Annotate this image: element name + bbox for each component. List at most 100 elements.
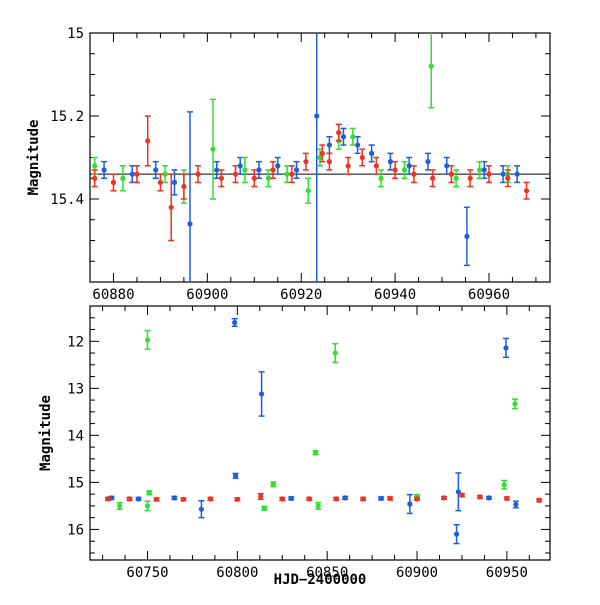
data-point — [392, 160, 399, 179]
data-marker — [326, 142, 332, 148]
data-marker — [387, 495, 393, 501]
series-0 — [108, 317, 519, 545]
data-marker — [251, 175, 257, 181]
data-point — [234, 496, 241, 502]
data-marker — [373, 163, 379, 169]
data-marker — [486, 495, 492, 501]
data-marker — [265, 175, 271, 181]
x-tick-label: 60750 — [126, 565, 168, 581]
data-marker — [345, 163, 351, 169]
data-point — [255, 160, 262, 179]
data-marker — [512, 401, 518, 407]
data-point — [209, 98, 216, 200]
axis-ticks — [89, 32, 550, 283]
data-marker — [181, 183, 187, 190]
data-point — [326, 152, 333, 171]
data-marker — [145, 138, 151, 144]
data-point — [359, 148, 366, 167]
x-tick-label: 60900 — [396, 565, 438, 581]
data-point — [428, 33, 435, 109]
data-marker — [289, 171, 295, 177]
data-marker — [369, 150, 375, 156]
data-point — [463, 206, 470, 267]
data-marker — [153, 167, 159, 173]
data-marker — [303, 159, 309, 165]
data-marker — [500, 171, 506, 177]
x-tick-label: 60940 — [374, 287, 416, 303]
data-point — [133, 165, 140, 184]
y-tick-label: 15 — [67, 475, 84, 491]
data-point — [368, 144, 375, 163]
data-marker — [270, 481, 276, 487]
data-point — [152, 160, 159, 179]
data-marker — [428, 63, 434, 69]
data-marker — [441, 495, 447, 501]
data-marker — [101, 167, 107, 173]
data-marker — [232, 171, 239, 177]
data-point — [171, 495, 178, 501]
data-point — [144, 500, 151, 512]
data-point — [315, 501, 322, 510]
data-point — [153, 496, 160, 502]
y-tick-label: 14 — [67, 428, 84, 444]
data-layer — [104, 317, 543, 545]
data-point — [258, 371, 265, 417]
data-point — [335, 123, 342, 142]
y-axis-label: Magnitude — [38, 395, 54, 471]
data-point — [501, 479, 508, 490]
data-point — [171, 169, 178, 196]
data-point — [429, 169, 436, 188]
data-marker — [92, 163, 98, 169]
data-point — [332, 342, 339, 364]
data-point — [354, 136, 361, 155]
data-point — [218, 169, 225, 188]
data-marker — [92, 175, 98, 181]
data-marker — [120, 175, 126, 181]
data-point — [180, 173, 187, 200]
data-marker — [523, 188, 530, 194]
y-tick-label: 15 — [67, 26, 84, 42]
data-marker — [387, 159, 394, 165]
data-marker — [464, 233, 470, 239]
data-point — [485, 165, 492, 184]
data-point — [514, 165, 521, 184]
data-marker — [401, 167, 408, 173]
data-point — [448, 165, 455, 184]
data-marker — [448, 171, 455, 177]
data-point — [288, 165, 295, 184]
data-point — [251, 169, 258, 188]
data-marker — [430, 175, 436, 181]
data-point — [198, 499, 205, 519]
data-marker — [157, 179, 164, 185]
data-marker — [453, 531, 460, 537]
data-marker — [317, 154, 323, 161]
data-point — [345, 156, 352, 175]
data-marker — [153, 496, 160, 502]
data-point — [146, 490, 153, 496]
data-point — [157, 173, 164, 192]
data-point — [232, 472, 239, 479]
data-point — [455, 472, 462, 512]
data-marker — [350, 134, 356, 140]
data-marker — [129, 171, 135, 177]
data-marker — [342, 495, 348, 501]
data-marker — [237, 163, 243, 169]
data-point — [168, 173, 175, 242]
data-point — [453, 523, 460, 545]
data-point — [503, 495, 510, 501]
data-marker — [481, 167, 487, 173]
data-point — [326, 136, 333, 155]
y-tick-label: 12 — [67, 334, 84, 350]
data-marker — [270, 167, 276, 173]
data-point — [126, 496, 133, 502]
x-tick-label: 60850 — [306, 565, 348, 581]
data-marker — [407, 501, 413, 507]
data-marker — [171, 495, 178, 501]
data-point — [135, 496, 142, 502]
data-point — [293, 160, 300, 179]
data-marker — [198, 506, 205, 512]
top-panel: 60880 60900 60920 60940 60960 15 15.2 15.4 Magni… — [26, 26, 551, 303]
data-point — [406, 156, 413, 175]
data-marker — [314, 113, 320, 119]
data-point — [104, 496, 111, 502]
